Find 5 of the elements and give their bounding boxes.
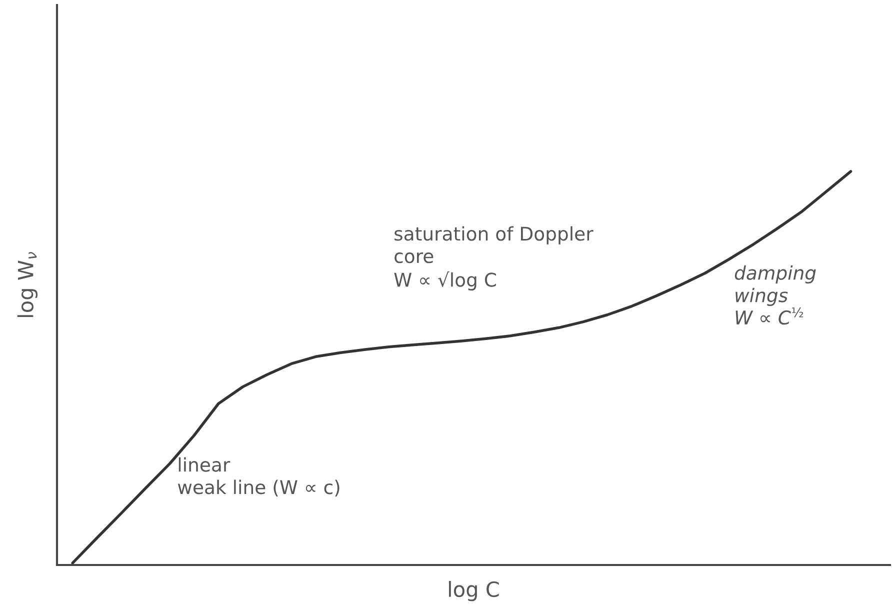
y-axis-title: log W$_{ν}$ (17, 252, 38, 317)
annotation: damping wings W ∝ C$^{½}$ (734, 265, 816, 325)
x-axis-title: log C (449, 580, 499, 602)
annotation: linear weak line (W ∝ c) (178, 457, 340, 496)
annotation: saturation of Doppler core W ∝ √log C (394, 226, 594, 290)
